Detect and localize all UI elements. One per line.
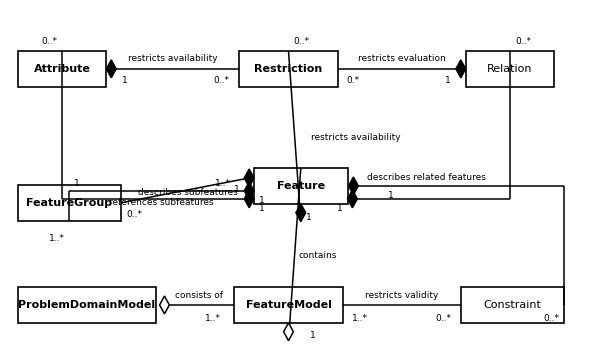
Bar	[461, 287, 564, 323]
Text: 1: 1	[233, 185, 239, 194]
Text: 0.*: 0.*	[346, 76, 359, 85]
Text: describes subfeatures: describes subfeatures	[138, 188, 238, 197]
Polygon shape	[106, 60, 116, 78]
Text: 1: 1	[388, 191, 393, 200]
Text: restricts availability: restricts availability	[128, 54, 218, 64]
Polygon shape	[456, 60, 466, 78]
Bar	[235, 287, 343, 323]
Bar	[239, 51, 338, 87]
Text: 0..*: 0..*	[515, 37, 531, 46]
Polygon shape	[347, 190, 357, 208]
Bar	[18, 287, 156, 323]
Polygon shape	[349, 177, 358, 195]
Text: 0..*: 0..*	[41, 37, 57, 46]
Text: 1..*: 1..*	[352, 314, 368, 323]
Text: 1: 1	[445, 76, 451, 85]
Text: 1..*: 1..*	[216, 179, 232, 188]
Text: 0..*: 0..*	[543, 314, 559, 323]
Text: Relation: Relation	[487, 64, 533, 74]
Text: 1: 1	[310, 331, 316, 340]
Text: 1: 1	[259, 196, 264, 205]
Polygon shape	[244, 190, 254, 208]
Text: 1: 1	[75, 179, 80, 188]
Text: 0..*: 0..*	[293, 37, 309, 46]
Text: 1: 1	[122, 76, 128, 85]
Text: 1..*: 1..*	[48, 234, 64, 243]
Text: Restriction: Restriction	[254, 64, 322, 74]
Text: 0..*: 0..*	[126, 210, 142, 219]
Text: 0..*: 0..*	[214, 76, 230, 85]
Text: 1..*: 1..*	[205, 314, 221, 323]
Text: 1: 1	[337, 204, 343, 213]
Bar	[466, 51, 554, 87]
Text: FeatureModel: FeatureModel	[245, 300, 331, 310]
Text: FeatureGroup: FeatureGroup	[26, 198, 113, 208]
Polygon shape	[284, 323, 293, 341]
Text: ProblemDomainModel: ProblemDomainModel	[18, 300, 155, 310]
Text: Attribute: Attribute	[33, 64, 91, 74]
Text: Constraint: Constraint	[484, 300, 541, 310]
Bar	[18, 51, 106, 87]
Polygon shape	[296, 204, 306, 221]
Text: 0..*: 0..*	[435, 314, 451, 323]
Polygon shape	[244, 169, 254, 187]
Text: describes related features: describes related features	[367, 173, 486, 183]
Bar	[254, 168, 347, 204]
Text: 1: 1	[306, 213, 312, 222]
Text: restricts availability: restricts availability	[310, 133, 400, 142]
Text: contains: contains	[298, 251, 337, 260]
Text: restricts validity: restricts validity	[365, 291, 438, 299]
Text: references subfeatures: references subfeatures	[109, 198, 214, 207]
Text: consists of: consists of	[176, 291, 223, 299]
Text: 1: 1	[259, 204, 264, 213]
Text: restricts evaluation: restricts evaluation	[358, 54, 445, 64]
Text: Feature: Feature	[277, 181, 325, 191]
Bar	[18, 185, 121, 221]
Polygon shape	[159, 296, 170, 314]
Polygon shape	[244, 182, 254, 200]
